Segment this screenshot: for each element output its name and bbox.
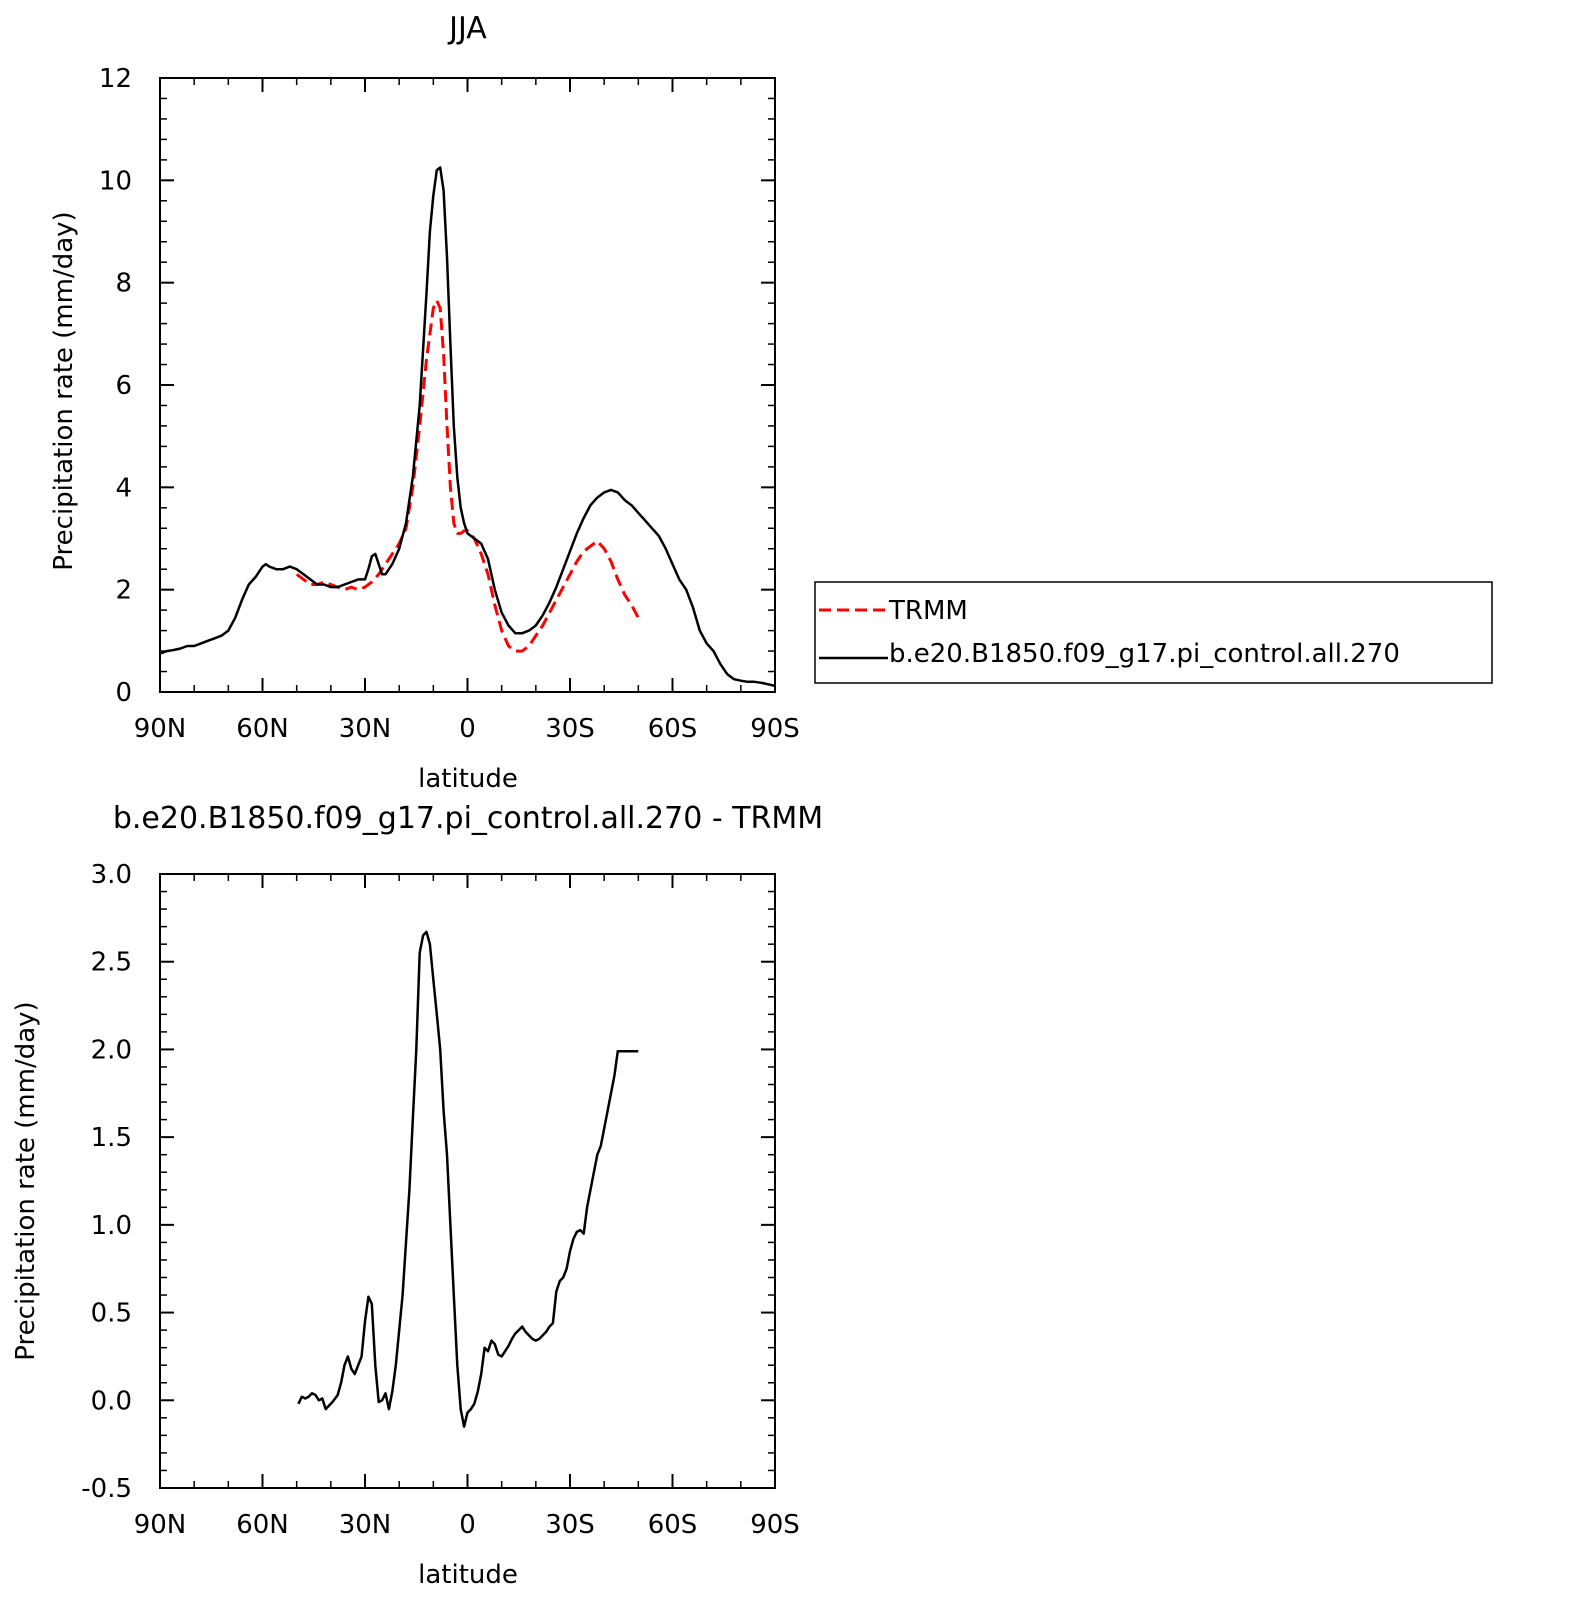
x-tick-label: 60N (236, 1510, 289, 1540)
legend: TRMM b.e20.B1850.f09_g17.pi_control.all.… (815, 582, 1492, 683)
top-y-axis-label: Precipitation rate (mm/day) (49, 211, 79, 570)
x-tick-label: 90S (750, 1510, 800, 1540)
bottom-y-axis-label: Precipitation rate (mm/day) (11, 1001, 41, 1360)
y-tick-label: 1.0 (91, 1211, 132, 1241)
bottom-tick-layer: 90N 60N 30N 0 30S 60S 90S -0.5 0.0 0.5 1.0 1.5 2.0 2.… (81, 860, 800, 1540)
y-tick-label: 0.0 (91, 1386, 132, 1416)
legend-label-model: b.e20.B1850.f09_g17.pi_control.all.270 (889, 639, 1400, 669)
x-tick-label: 30N (339, 714, 392, 744)
y-tick-label: 2 (115, 576, 132, 606)
x-tick-label: 90N (134, 714, 187, 744)
top-chart: JJA 90N 60N 30N 0 30S 60S 90S 0 2 4 6 8 10 12 latitud… (49, 11, 1492, 794)
bottom-chart: b.e20.B1850.f09_g17.pi_control.all.270 -… (11, 801, 823, 1590)
series-line-0 (297, 301, 639, 651)
y-tick-label: 2.5 (91, 948, 132, 978)
y-tick-label: 2.0 (91, 1035, 132, 1065)
y-tick-label: 10 (99, 166, 132, 196)
series-line-1 (160, 168, 775, 686)
top-plot-frame (160, 78, 775, 692)
y-tick-label: 0.5 (91, 1299, 132, 1329)
y-tick-label: 8 (115, 269, 132, 299)
x-tick-label: 0 (459, 1510, 476, 1540)
x-tick-label: 30N (339, 1510, 392, 1540)
y-tick-label: 1.5 (91, 1123, 132, 1153)
x-tick-label: 60S (648, 714, 698, 744)
bottom-chart-title: b.e20.B1850.f09_g17.pi_control.all.270 -… (113, 801, 823, 836)
bottom-x-axis-label: latitude (418, 1560, 518, 1590)
y-tick-label: 4 (115, 473, 132, 503)
x-tick-label: 90N (134, 1510, 187, 1540)
bottom-plot-frame (160, 874, 775, 1488)
y-tick-label: 6 (115, 371, 132, 401)
x-tick-label: 90S (750, 714, 800, 744)
x-tick-label: 30S (545, 1510, 595, 1540)
x-tick-label: 60N (236, 714, 289, 744)
y-tick-label: 12 (99, 64, 132, 94)
legend-label-trmm: TRMM (888, 596, 968, 626)
x-tick-label: 30S (545, 714, 595, 744)
x-tick-label: 0 (459, 714, 476, 744)
top-chart-title: JJA (447, 11, 487, 46)
top-series-layer (160, 168, 775, 686)
y-tick-label: 0 (115, 678, 132, 708)
series-line-0 (298, 932, 638, 1427)
y-tick-label: 3.0 (91, 860, 132, 890)
y-tick-label: -0.5 (81, 1474, 132, 1504)
bottom-series-layer (298, 932, 638, 1427)
top-x-axis-label: latitude (418, 764, 518, 794)
x-tick-label: 60S (648, 1510, 698, 1540)
